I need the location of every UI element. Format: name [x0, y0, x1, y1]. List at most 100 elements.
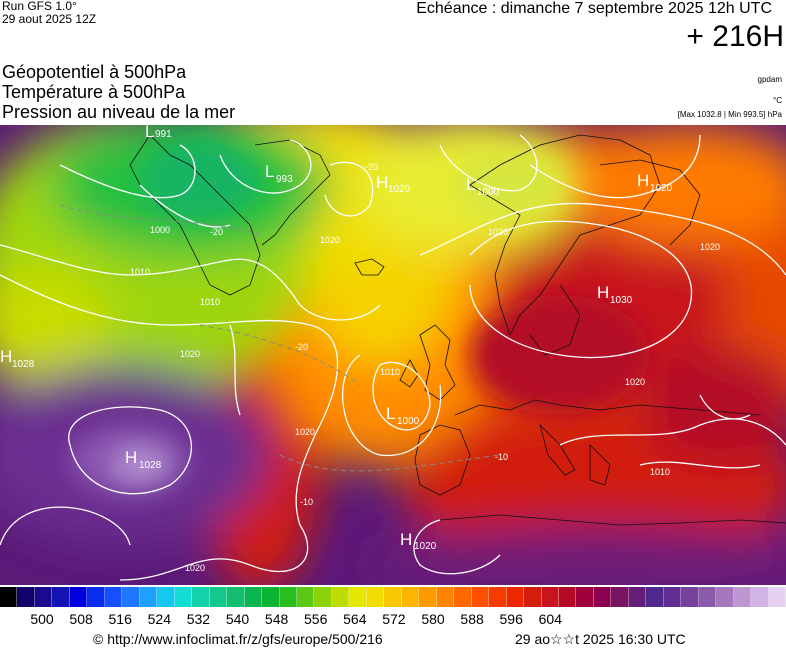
pressure-center-value: 1000 — [477, 187, 500, 198]
legend-swatch — [104, 587, 123, 607]
legend-swatch — [157, 587, 175, 607]
run-date: 29 aout 2025 12Z — [2, 12, 97, 26]
legend-swatch — [209, 587, 228, 607]
temperature-label: -20 — [210, 227, 223, 237]
pressure-center-value: 1020 — [650, 183, 673, 194]
temperature-label: -10 — [300, 497, 313, 507]
legend-swatch — [349, 587, 367, 607]
legend-swatch — [524, 587, 542, 607]
title-pressure: Pression au niveau de la mer — [2, 102, 236, 122]
legend-swatch — [17, 587, 35, 607]
pressure-center-letter: L — [386, 404, 395, 423]
isobar-label: 1010 — [380, 367, 400, 377]
isotherms — [59, 204, 501, 472]
forecast-hour: + 216H — [686, 20, 784, 53]
legend-tick-label: 524 — [147, 611, 171, 627]
legend-swatch — [419, 587, 437, 607]
legend-swatch — [87, 587, 105, 607]
legend-tick-label: 580 — [421, 611, 445, 627]
legend-swatch — [663, 587, 682, 607]
legend-swatch — [768, 587, 786, 607]
legend-swatch — [593, 587, 612, 607]
pressure-center: L 1000 — [386, 404, 420, 427]
legend-tick-label: 572 — [382, 611, 406, 627]
legend-swatch — [436, 587, 455, 607]
temperature-label: -20 — [295, 342, 308, 352]
legend-swatch — [733, 587, 752, 607]
legend-swatch — [34, 587, 53, 607]
legend-swatch — [52, 587, 70, 607]
pressure-center: H 1020 — [637, 171, 673, 194]
legend-tick-label: 588 — [460, 611, 484, 627]
pressure-center-value: 1028 — [139, 460, 162, 471]
pressure-center: L 991 — [145, 125, 172, 141]
color-legend — [0, 587, 786, 607]
unit-pressure-range: [Max 1032.8 | Min 993.5] hPa — [677, 110, 782, 119]
legend-swatch — [296, 587, 315, 607]
legend-tick-label: 564 — [343, 611, 367, 627]
isobar-label: 1010 — [130, 267, 150, 277]
legend-swatch — [698, 587, 717, 607]
pressure-center: H 1020 — [400, 530, 437, 552]
pressure-center-letter: H — [597, 283, 609, 302]
pressure-center: L 993 — [265, 162, 293, 185]
pressure-center: H 1028 — [125, 448, 162, 471]
legend-tick-label: 548 — [264, 611, 289, 627]
legend-swatch — [192, 587, 210, 607]
isobar-label: 1010 — [650, 467, 670, 477]
legend-tick-label: 556 — [304, 611, 328, 627]
legend-swatch — [279, 587, 297, 607]
isobar-label: 1020 — [488, 227, 508, 237]
legend-swatch — [139, 587, 158, 607]
pressure-center-value: 991 — [155, 129, 172, 140]
pressure-center-letter: L — [145, 125, 154, 141]
legend-swatch — [559, 587, 577, 607]
title-temperature: Température à 500hPa — [2, 82, 186, 102]
legend-swatch — [0, 587, 18, 607]
unit-temperature: °C — [773, 96, 782, 105]
legend-swatch — [681, 587, 699, 607]
legend-swatch — [506, 587, 525, 607]
pressure-center-letter: H — [0, 347, 12, 366]
legend-swatch — [646, 587, 664, 607]
legend-swatch — [122, 587, 140, 607]
isobar-label: 1020 — [185, 563, 205, 573]
pressure-center: H 1020 — [376, 173, 411, 195]
temperature-label: -10 — [495, 452, 508, 462]
legend-tick-label: 508 — [69, 611, 93, 627]
isobar-labels: 1000 1010 1020 1010 1020 1020 1010 1020 … — [130, 225, 720, 573]
isobar-label: 1020 — [295, 427, 315, 437]
isobars — [0, 134, 786, 581]
isobar-label: 1000 — [150, 225, 170, 235]
legend-swatch — [611, 587, 629, 607]
pressure-center-letter: H — [400, 530, 412, 549]
pressure-center: H 1030 — [597, 283, 633, 306]
legend-tick-label: 516 — [108, 611, 132, 627]
isobar-label: 1020 — [180, 349, 200, 359]
pressure-center-letter: H — [376, 173, 388, 192]
pressure-center-value: 1028 — [12, 359, 35, 370]
legend-swatch — [576, 587, 594, 607]
legend-swatch — [69, 587, 88, 607]
forecast-valid-time: Echéance : dimanche 7 septembre 2025 12h… — [416, 0, 772, 17]
legend-tick-label: 532 — [186, 611, 211, 627]
legend-swatch — [489, 587, 507, 607]
pressure-center-value: 993 — [276, 174, 293, 185]
temperature-labels: -20 -20 -20 -10 -10 — [210, 162, 508, 507]
title-geopotential: Géopotentiel à 500hPa — [2, 62, 187, 82]
pressure-center-letter: H — [637, 171, 649, 190]
legend-swatch — [401, 587, 420, 607]
run-model: Run GFS 1.0° — [2, 0, 77, 13]
weather-map: 1000 1010 1020 1010 1020 1020 1010 1020 … — [0, 125, 786, 585]
legend-tick-label: 500 — [30, 611, 54, 627]
source-url: © http://www.infoclimat.fr/z/gfs/europe/… — [93, 631, 383, 647]
pressure-center-letter: H — [125, 448, 137, 467]
isobar-label: 1020 — [320, 235, 340, 245]
pressure-center-value: 1030 — [610, 295, 633, 306]
pressure-centers: L 991 L 993 H 1020 L 1000 H 1020 H 1030 H 1028 … — [0, 125, 673, 552]
legend-swatch — [366, 587, 385, 607]
generated-timestamp: 29 ao☆☆t 2025 16:30 UTC — [515, 631, 686, 647]
legend-swatch — [751, 587, 769, 607]
legend-swatch — [174, 587, 193, 607]
legend-swatch — [541, 587, 559, 607]
